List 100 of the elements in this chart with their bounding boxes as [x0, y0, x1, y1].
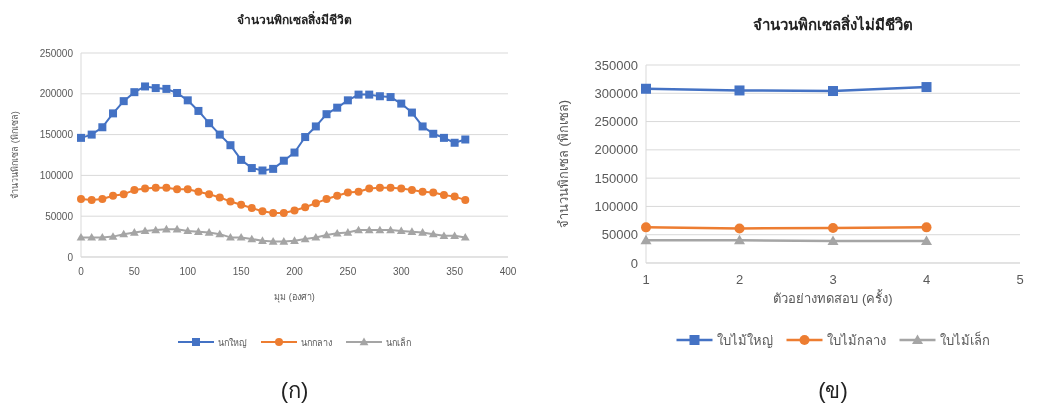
point	[205, 190, 214, 199]
point	[365, 184, 374, 193]
point	[439, 133, 448, 142]
legend-label: นกเล็ก	[386, 335, 411, 348]
point	[141, 82, 150, 91]
point	[119, 229, 129, 238]
point	[237, 155, 246, 164]
point	[290, 148, 299, 157]
point	[343, 228, 353, 236]
point	[828, 86, 838, 97]
point	[98, 195, 107, 204]
point	[333, 103, 342, 112]
point	[322, 230, 331, 239]
point	[364, 225, 374, 234]
y-tick-label: 200000	[39, 88, 74, 100]
point	[418, 228, 427, 236]
x-axis-title: ตัวอย่างทดสอบ (ครั้ง)	[773, 289, 893, 306]
point	[407, 108, 416, 117]
legend-label: นกกลาง	[301, 337, 332, 348]
y-tick-label: 50000	[601, 227, 638, 243]
legend-label: นกใหญ่	[218, 337, 247, 348]
point	[828, 222, 838, 233]
point	[129, 228, 139, 236]
point	[130, 186, 139, 195]
point	[439, 190, 448, 199]
point	[151, 84, 160, 93]
point	[322, 110, 331, 119]
y-tick-label: 50000	[45, 210, 74, 222]
point	[354, 90, 363, 99]
point	[386, 93, 395, 102]
point	[247, 234, 257, 243]
point	[247, 164, 256, 173]
point	[322, 195, 331, 204]
x-tick-label: 2	[735, 272, 744, 287]
point	[407, 227, 417, 235]
point	[429, 129, 438, 138]
point	[279, 208, 288, 217]
x-tick-label: 1	[642, 272, 650, 287]
x-tick-label: 5	[1016, 272, 1024, 287]
point	[300, 234, 310, 243]
y-tick-label: 100000	[39, 169, 74, 181]
point	[386, 225, 395, 234]
point	[258, 236, 267, 244]
point	[226, 141, 235, 150]
point	[354, 225, 363, 234]
point	[450, 231, 460, 239]
point	[173, 88, 182, 97]
point	[215, 130, 224, 139]
point	[162, 84, 171, 93]
point	[301, 133, 310, 142]
point	[87, 195, 96, 204]
point	[332, 228, 342, 237]
legend-label: ใบไม้กลาง	[826, 332, 886, 348]
y-tick-label: 300000	[594, 85, 638, 101]
legend-label: ใบไม้ใหญ่	[716, 332, 773, 348]
point	[268, 237, 278, 245]
point	[109, 109, 118, 118]
x-tick-label: 3	[829, 272, 837, 287]
point	[311, 199, 320, 208]
chart-title: จำนวนพิกเซลสิ่งมีชีวิต	[237, 11, 352, 27]
legend-label: ใบไม้เล็ก	[939, 330, 990, 348]
point	[343, 188, 352, 197]
point	[269, 208, 278, 217]
point	[98, 123, 107, 132]
point	[269, 164, 278, 173]
point	[236, 233, 246, 241]
point	[247, 204, 256, 213]
point	[640, 234, 652, 245]
y-tick-label: 250000	[594, 114, 638, 130]
point	[194, 106, 203, 115]
point	[215, 229, 225, 238]
point	[311, 122, 320, 131]
point	[407, 186, 416, 195]
point	[397, 99, 406, 108]
point	[226, 197, 235, 206]
point	[641, 83, 651, 94]
point	[734, 85, 745, 96]
point	[119, 97, 128, 106]
y-tick-label: 350000	[594, 57, 638, 73]
point	[205, 119, 214, 128]
x-tick-label: 400	[499, 266, 517, 277]
point	[439, 231, 449, 239]
x-tick-label: 200	[286, 266, 304, 277]
point	[140, 226, 150, 235]
point	[194, 227, 203, 235]
chart-title: จำนวนพิกเซลสิ่งไม่มีชีวิต	[753, 14, 913, 33]
text: (ก)	[280, 378, 309, 403]
point	[258, 166, 267, 175]
point	[921, 222, 932, 233]
x-axis-title: มุม (องศา)	[274, 292, 315, 303]
point	[290, 206, 299, 215]
point	[428, 229, 438, 238]
point	[386, 183, 395, 192]
point	[183, 226, 193, 235]
x-tick-label: 100	[179, 266, 197, 277]
point	[108, 232, 118, 240]
point	[375, 183, 384, 192]
point	[130, 88, 139, 97]
point	[375, 92, 384, 101]
point	[237, 200, 246, 209]
